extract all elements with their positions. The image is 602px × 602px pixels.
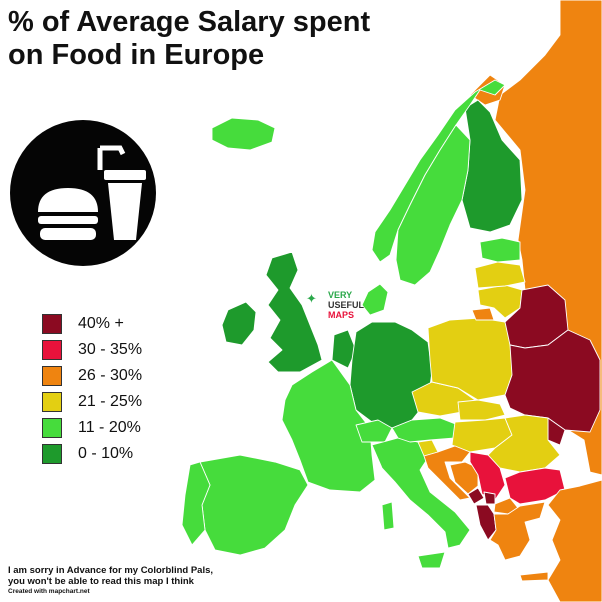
- region-france: [281, 359, 376, 493]
- footer-note: I am sorry in Advance for my Colorblind …: [8, 565, 213, 596]
- footer-credit: Created with mapchart.net: [8, 588, 90, 595]
- region-greece: [489, 501, 546, 561]
- map-title-line-2: on Food in Europe: [8, 39, 265, 71]
- region-kaliningrad: [471, 307, 495, 321]
- legend-swatch: [42, 340, 62, 360]
- region-latvia: [474, 261, 526, 289]
- legend-label: 40% +: [78, 315, 124, 332]
- region-kosovo: [483, 491, 496, 505]
- region-crete: [519, 571, 549, 582]
- region-sardinia: [381, 501, 395, 531]
- legend-item: 0 - 10%: [42, 441, 142, 467]
- legend: 40% + 30 - 35% 26 - 30% 21 - 25% 11 - 20…: [42, 311, 142, 467]
- region-switzerland: [355, 419, 393, 443]
- region-iceland: [211, 117, 276, 151]
- legend-swatch: [42, 418, 62, 438]
- region-spain: [199, 454, 309, 556]
- region-sicily: [417, 551, 446, 569]
- legend-item: 21 - 25%: [42, 389, 142, 415]
- brand-line-2: USEFUL: [328, 300, 364, 310]
- legend-swatch: [42, 314, 62, 334]
- footer-line-2: you won't be able to read this map I thi…: [8, 576, 194, 587]
- region-bosnia: [449, 461, 479, 495]
- brand-logo: ✦ VERY USEFUL MAPS: [306, 290, 378, 324]
- region-montenegro: [467, 487, 485, 505]
- legend-label: 11 - 20%: [78, 419, 141, 436]
- region-united-kingdom: [265, 251, 323, 373]
- legend-label: 0 - 10%: [78, 445, 134, 462]
- region-norway: [371, 79, 506, 263]
- legend-label: 30 - 35%: [78, 341, 143, 358]
- footer-line-1: I am sorry in Advance for my Colorblind …: [8, 565, 214, 576]
- legend-item: 11 - 20%: [42, 415, 142, 441]
- region-portugal: [181, 461, 211, 546]
- legend-item: 40% +: [42, 311, 142, 337]
- region-slovakia: [457, 399, 506, 421]
- map-title: % of Average Salary spent on Food in Eur…: [8, 6, 370, 72]
- region-ireland: [221, 301, 257, 346]
- legend-label: 26 - 30%: [78, 367, 143, 384]
- legend-swatch: [42, 444, 62, 464]
- legend-swatch: [42, 392, 62, 412]
- legend-label: 21 - 25%: [78, 393, 143, 410]
- legend-item: 30 - 35%: [42, 337, 142, 363]
- region-sweden: [395, 124, 471, 286]
- region-estonia: [479, 237, 521, 263]
- legend-swatch: [42, 366, 62, 386]
- brand-line-3: MAPS: [328, 310, 355, 320]
- region-croatia: [423, 445, 471, 501]
- legend-item: 26 - 30%: [42, 363, 142, 389]
- region-turkey: [547, 479, 602, 602]
- brand-line-1: VERY: [328, 290, 353, 300]
- map-pin-icon: ✦: [306, 292, 317, 307]
- region-denmark: [361, 283, 389, 316]
- region-ukraine: [504, 329, 601, 433]
- burger-and-drink-icon: [10, 120, 156, 266]
- map-title-line-1: % of Average Salary spent: [8, 6, 371, 38]
